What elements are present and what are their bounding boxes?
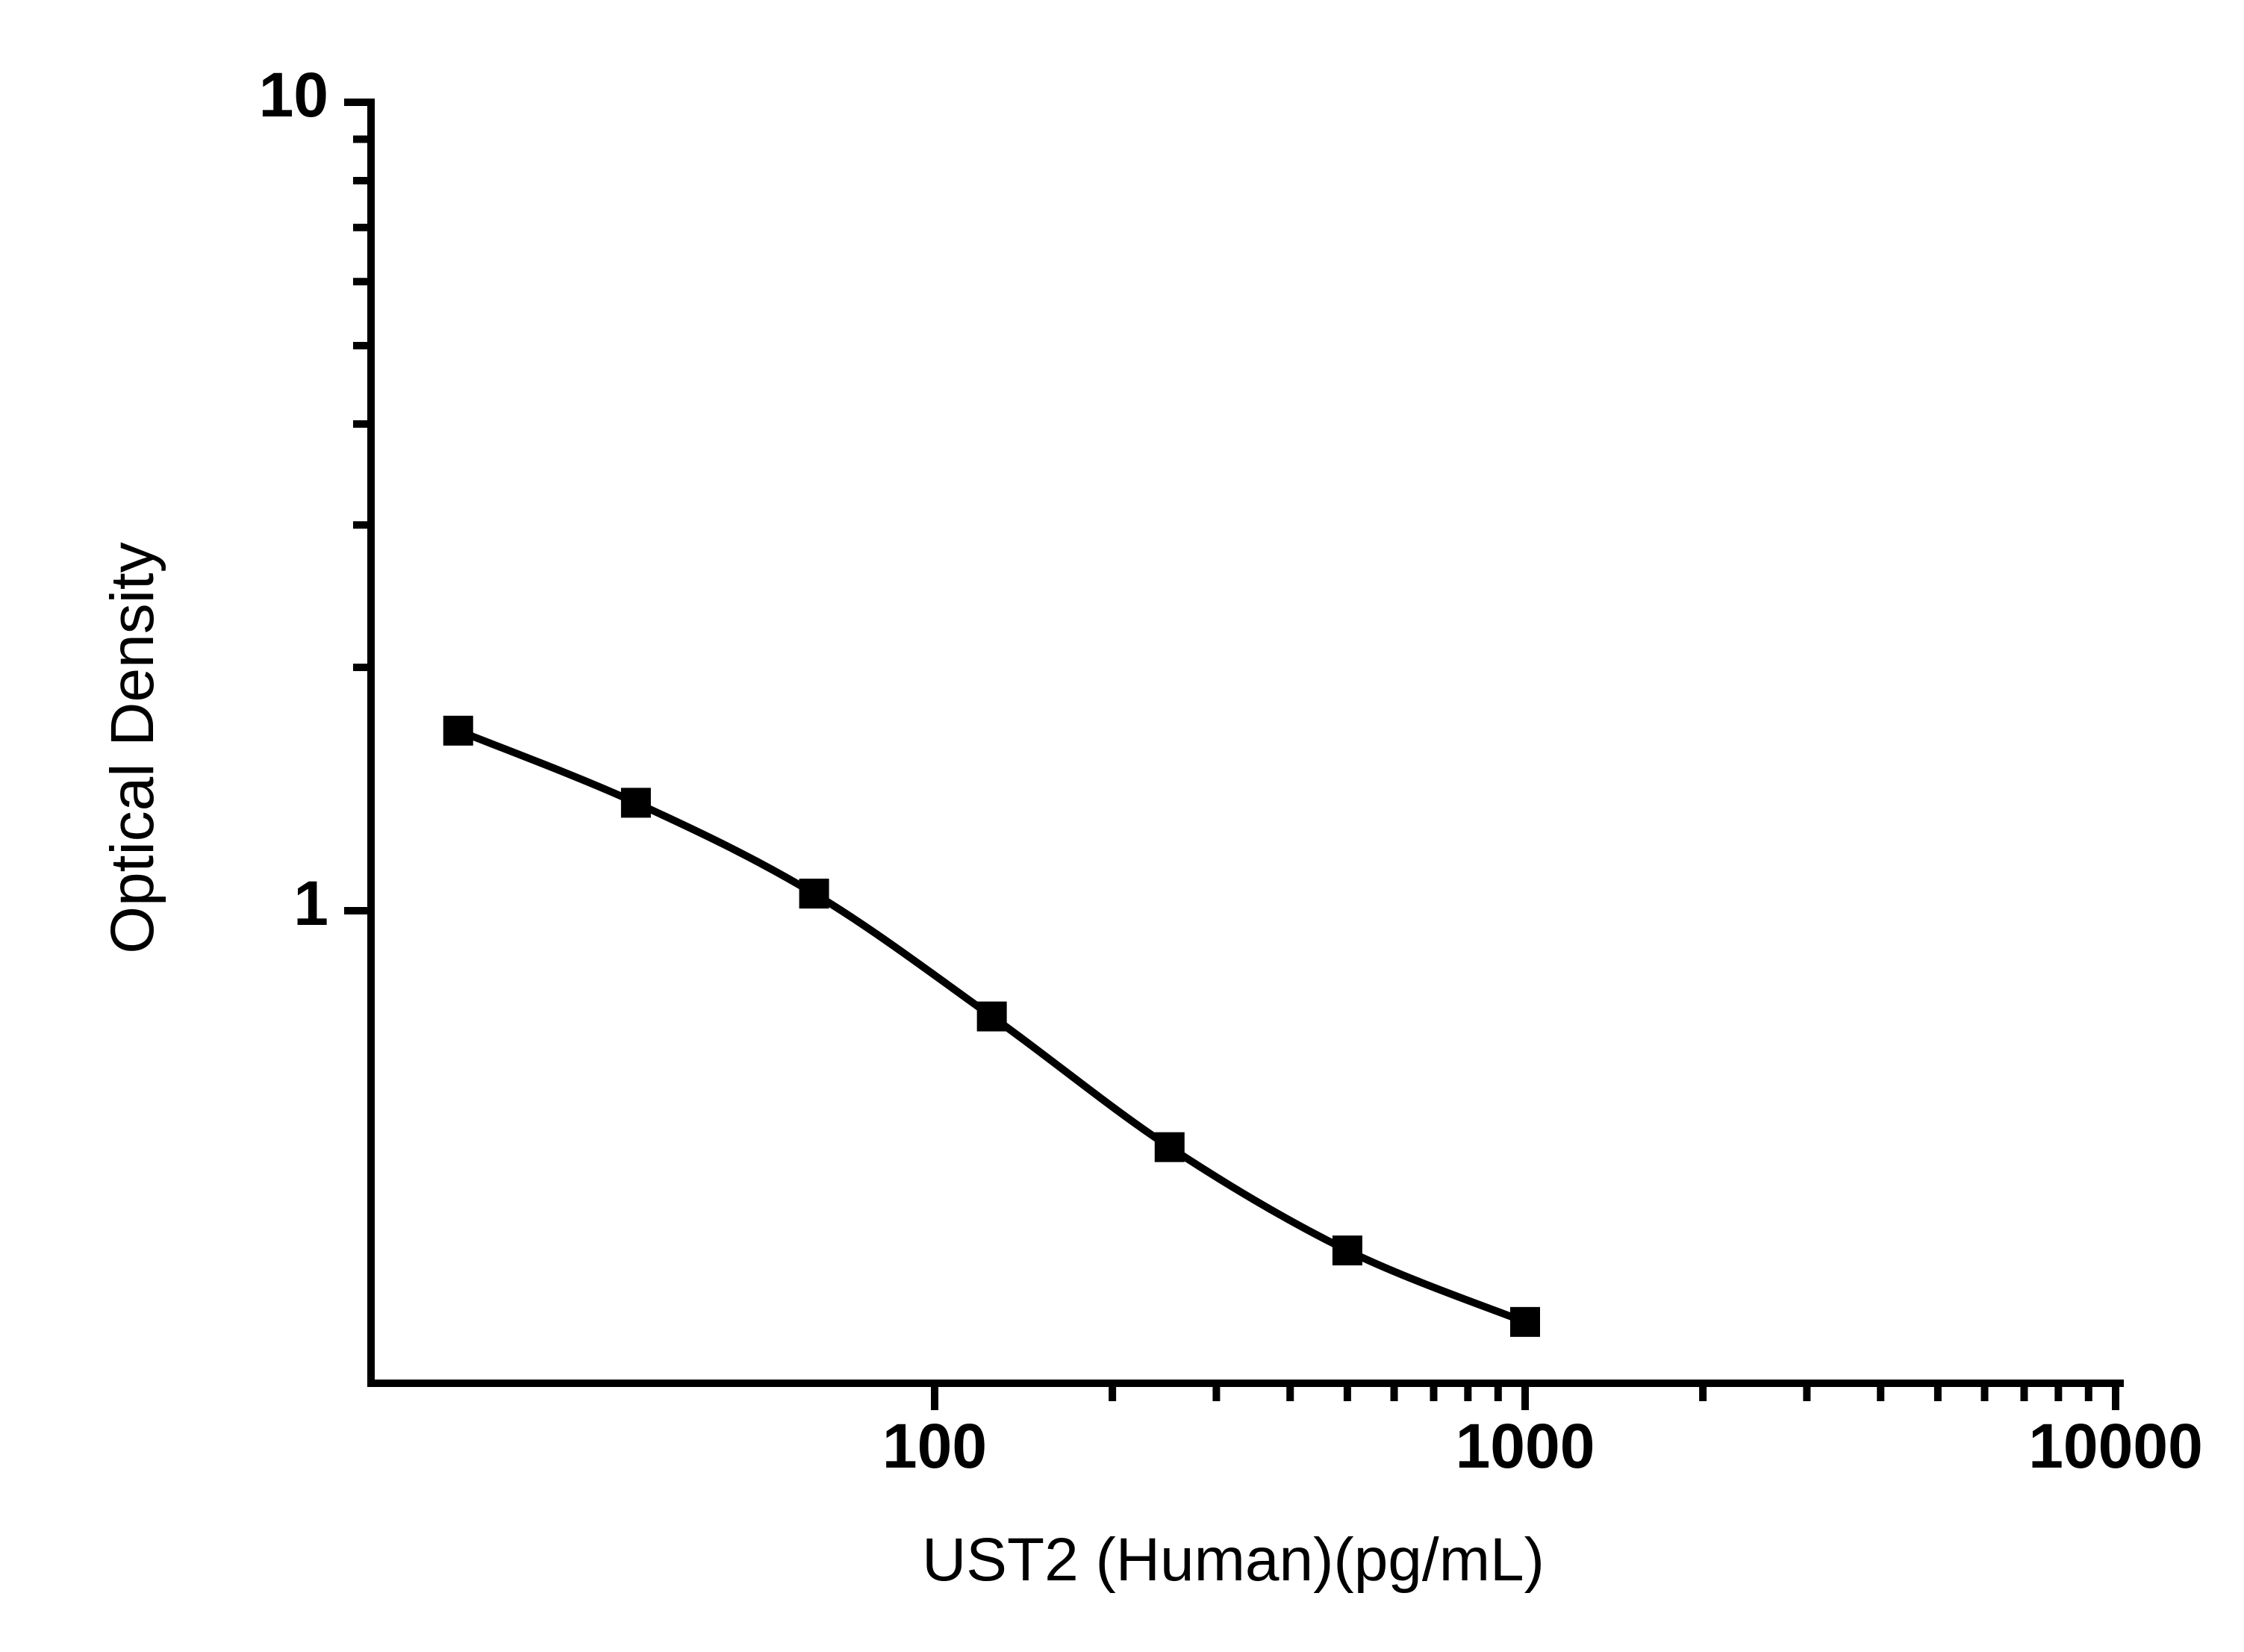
x-tick-label: 100: [882, 1411, 987, 1481]
data-point-marker: [620, 788, 651, 818]
x-tick-label: 10000: [2028, 1411, 2203, 1481]
y-tick-label: 1: [293, 868, 328, 938]
x-tick-label: 1000: [1456, 1411, 1595, 1481]
y-tick-label: 10: [259, 60, 328, 130]
x-axis-title: UST2 (Human)(pg/mL): [922, 1526, 1545, 1594]
data-point-marker: [799, 879, 829, 909]
tick-labels: 100 1000 10000 1 10: [259, 60, 2203, 1481]
data-point-marker: [443, 715, 473, 746]
data-point-marker: [1510, 1306, 1540, 1337]
axis-ticks: [344, 99, 2119, 1410]
data-point-marker: [1154, 1132, 1185, 1162]
axes: [367, 99, 2124, 1387]
axis-frame: [367, 99, 2124, 1387]
data-series: [443, 715, 1540, 1337]
data-point-marker: [976, 1001, 1007, 1032]
y-axis-title: Optical Density: [99, 542, 166, 953]
data-point-marker: [1332, 1235, 1362, 1266]
